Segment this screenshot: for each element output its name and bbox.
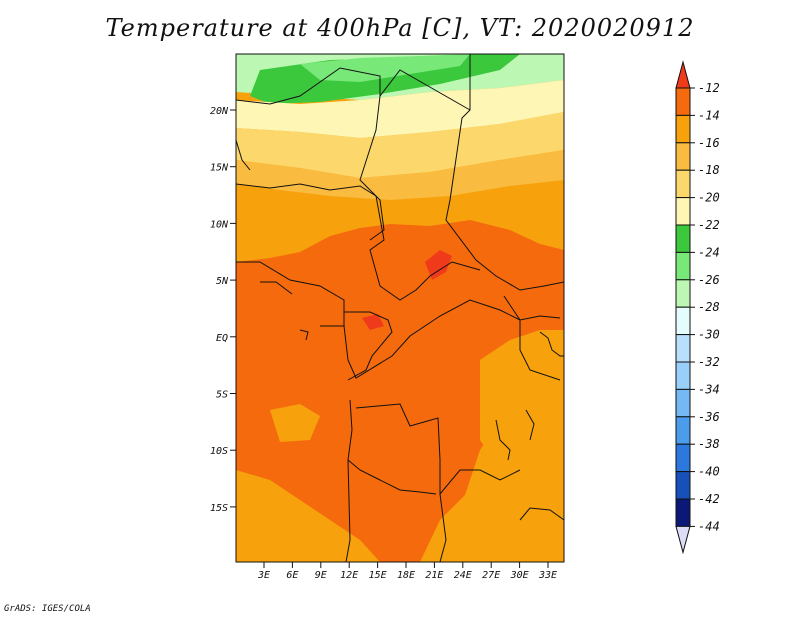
lon-tick-label: 15E — [369, 570, 387, 581]
colorbar-label: -22 — [698, 218, 720, 232]
colorbar-swatch — [675, 169, 691, 199]
colorbar: -12 -14 -16 -18 -20 -22 -24 -26 -28 -30 -32 -34 -36 -… — [675, 60, 720, 555]
colorbar-swatch — [675, 443, 691, 473]
colorbar-label: -24 — [698, 245, 720, 259]
lat-tick-label: 20N — [210, 106, 229, 117]
colorbar-swatch — [675, 87, 691, 116]
longitude-axis: 3E 6E 9E 12E 15E 18E 21E 24E 27E 30E 33E — [257, 562, 557, 581]
lat-tick-label: 15N — [210, 163, 229, 174]
colorbar-label: -12 — [698, 81, 720, 95]
colorbar-label: -28 — [698, 300, 720, 314]
lat-tick-label: 15S — [210, 503, 228, 514]
colorbar-swatch — [675, 224, 691, 253]
colorbar-swatch — [675, 114, 691, 144]
colorbar-label: -32 — [698, 355, 720, 369]
colorbar-swatch — [675, 306, 691, 336]
colorbar-top-arrow — [675, 60, 691, 89]
colorbar-swatch — [675, 197, 691, 226]
map-title: Temperature at 400hPa [C], VT: 202002091… — [105, 14, 695, 42]
lon-tick-label: 3E — [257, 570, 270, 581]
colorbar-label: -40 — [698, 465, 720, 479]
colorbar-label: -14 — [698, 108, 720, 122]
colorbar-label: -20 — [698, 191, 720, 205]
lon-tick-label: 33E — [538, 570, 557, 581]
lat-tick-label: 10S — [210, 446, 228, 457]
lon-tick-label: 18E — [397, 570, 415, 581]
colorbar-label: -42 — [698, 492, 720, 506]
map-frame — [235, 53, 565, 563]
colorbar-label: -18 — [698, 163, 720, 177]
grads-credit: GrADS: IGES/COLA — [4, 604, 91, 614]
colorbar-swatch — [675, 334, 691, 363]
colorbar-bottom-arrow — [675, 525, 691, 555]
lon-tick-label: 27E — [482, 570, 500, 581]
lon-tick-label: 9E — [315, 570, 327, 581]
lon-tick-label: 30E — [510, 570, 529, 581]
latitude-axis: 20N 15N 10N 5N EQ 5S 10S 15S — [210, 106, 236, 514]
lon-tick-label: 24E — [454, 570, 472, 581]
colorbar-label: -26 — [698, 273, 720, 287]
lat-tick-label: 5N — [216, 276, 229, 287]
colorbar-swatch — [675, 279, 691, 308]
colorbar-label: -44 — [698, 519, 720, 533]
temperature-field — [236, 54, 564, 562]
lat-tick-label: 10N — [210, 219, 229, 230]
colorbar-swatch — [675, 361, 691, 390]
lat-tick-label: EQ — [216, 333, 228, 344]
colorbar-label: -38 — [698, 437, 720, 451]
colorbar-label: -36 — [698, 410, 720, 424]
lon-tick-label: 21E — [425, 570, 443, 581]
lon-tick-label: 12E — [340, 570, 358, 581]
colorbar-label: -16 — [698, 136, 720, 150]
colorbar-swatch — [675, 388, 691, 418]
country-borders — [236, 54, 564, 562]
lon-tick-label: 6E — [286, 570, 298, 581]
colorbar-swatch — [675, 416, 691, 445]
lat-tick-label: 5S — [216, 390, 228, 401]
colorbar-swatch — [675, 251, 691, 281]
colorbar-swatch — [675, 471, 691, 500]
colorbar-label: -34 — [698, 382, 720, 396]
colorbar-label: -30 — [698, 328, 720, 342]
colorbar-swatch — [675, 498, 691, 527]
colorbar-swatch — [675, 142, 691, 171]
